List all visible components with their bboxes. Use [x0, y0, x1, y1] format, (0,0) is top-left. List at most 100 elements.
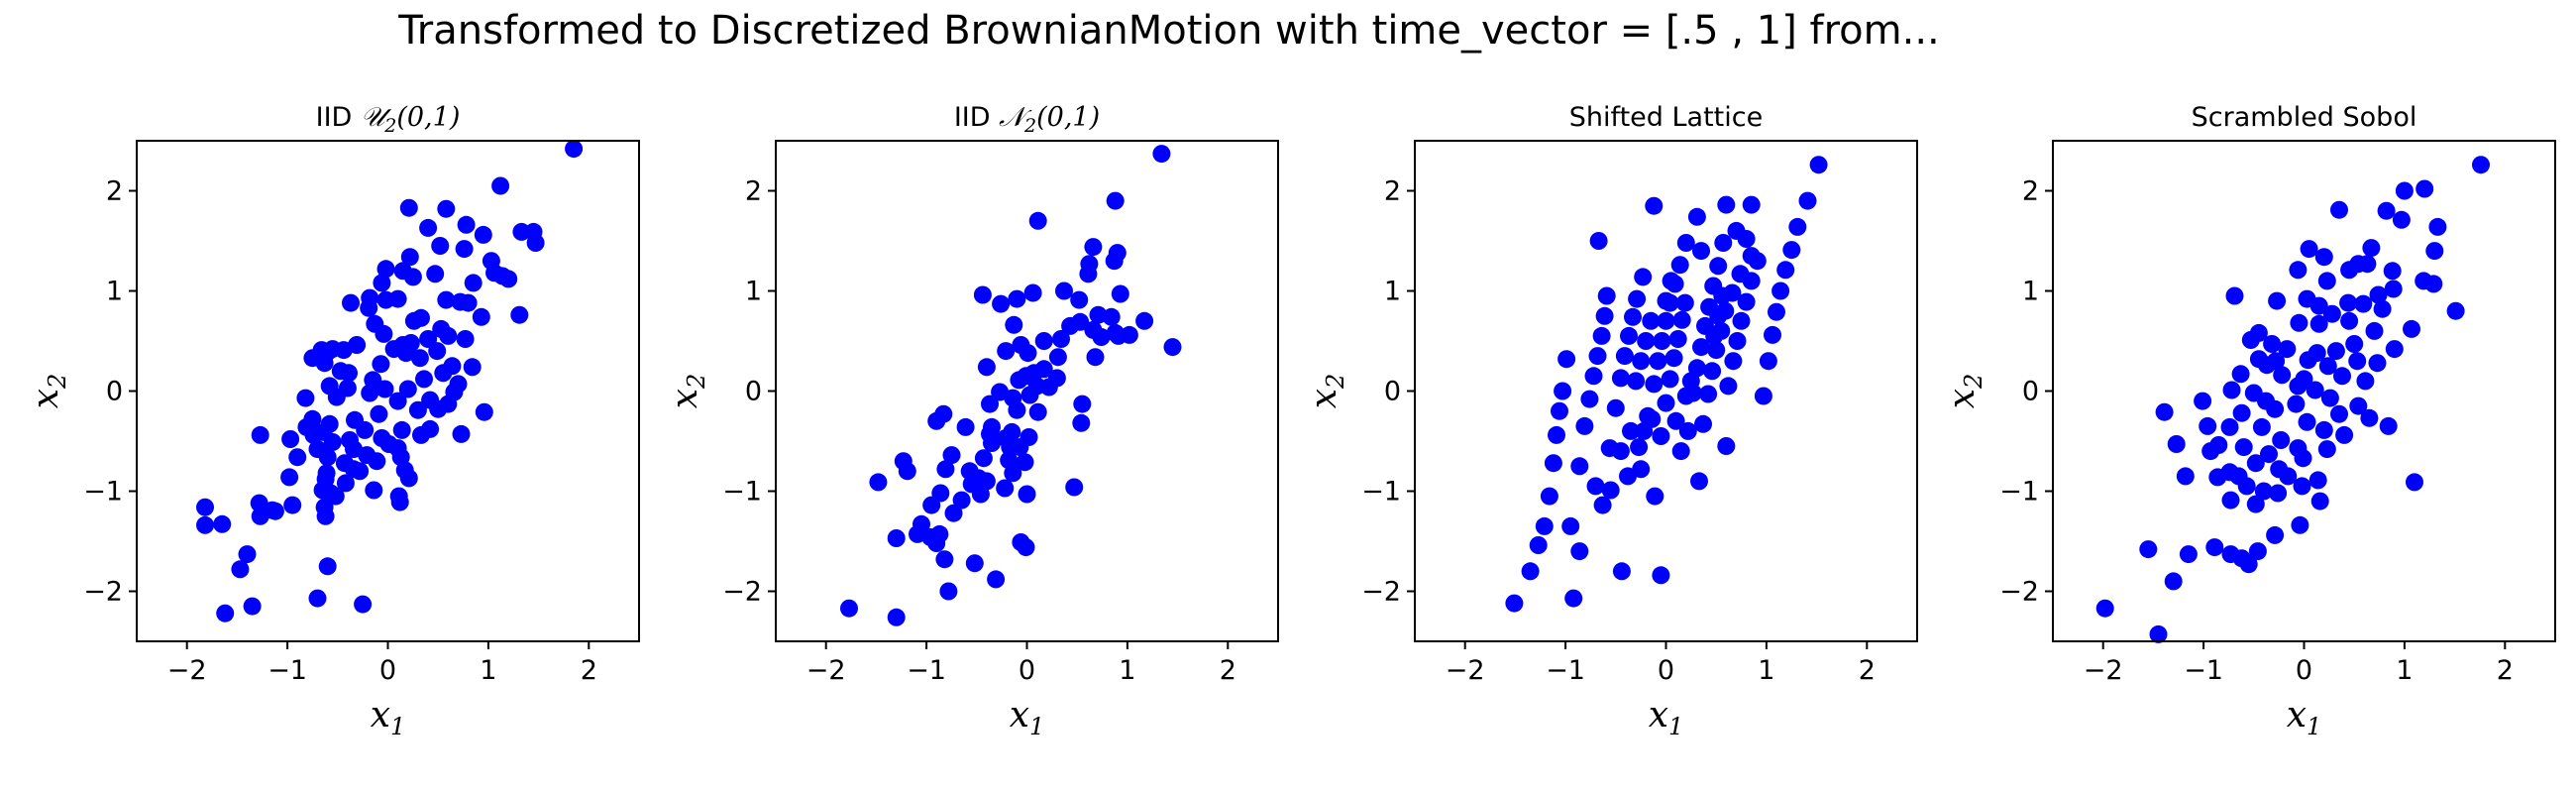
scatter-points — [2095, 156, 2490, 643]
scatter-point — [2349, 396, 2368, 415]
scatter-point — [2231, 365, 2250, 384]
scatter-point — [1676, 387, 1695, 405]
scatter-point — [1657, 394, 1675, 412]
y-tick-label: −2 — [722, 577, 762, 608]
scatter-point — [1622, 421, 1640, 440]
scatter-point — [1102, 307, 1121, 326]
scatter-point — [1570, 457, 1589, 476]
scatter-point — [2221, 491, 2240, 510]
scatter-point — [1597, 286, 1616, 305]
scatter-point — [1657, 291, 1675, 310]
scatter-point — [1727, 221, 1746, 240]
y-tick-label: 2 — [1384, 176, 1401, 207]
scatter-point — [388, 392, 407, 410]
scatter-point — [1642, 311, 1661, 330]
scatter-point — [399, 198, 418, 217]
scatter-point — [1634, 268, 1653, 286]
scatter-point — [2139, 540, 2158, 559]
scatter-point — [2246, 495, 2265, 513]
scatter-point — [2424, 275, 2443, 293]
x-tick-label: −1 — [268, 655, 307, 686]
scatter-point — [1628, 289, 1647, 308]
scatter-point — [213, 514, 232, 533]
scatter-point — [1544, 454, 1562, 473]
x-tick-label: 1 — [480, 655, 496, 686]
scatter-point — [971, 485, 990, 504]
scatter-point — [375, 324, 393, 343]
scatter-point — [452, 424, 471, 443]
scatter-point — [2258, 356, 2276, 375]
scatter-point — [419, 218, 438, 237]
scatter-point — [1764, 325, 1781, 344]
scatter-point — [280, 468, 299, 487]
scatter-point — [952, 491, 971, 510]
scatter-point — [1016, 453, 1034, 472]
scatter-point — [2472, 156, 2490, 174]
scatter-point — [415, 370, 433, 389]
scatter-point — [1662, 272, 1680, 290]
scatter-point — [2345, 335, 2364, 353]
scatter-point — [1561, 516, 1580, 535]
scatter-point — [464, 274, 483, 292]
panel-title-dimension: 2 — [383, 115, 396, 137]
scatter-point — [1061, 316, 1080, 335]
y-axis-label: x2 — [26, 374, 71, 409]
scatter-point — [2358, 255, 2377, 274]
scatter-point — [927, 534, 946, 552]
scatter-point — [1557, 350, 1576, 369]
scatter-point — [1070, 290, 1089, 309]
scatter-point — [1163, 338, 1182, 357]
scatter-point — [887, 529, 906, 547]
x-tick-label: 0 — [379, 655, 396, 686]
scatter-point — [1593, 496, 1612, 514]
scatter-point — [361, 384, 379, 402]
scatter-point — [1627, 372, 1646, 391]
x-tick-label: −2 — [2084, 655, 2123, 686]
y-tick-label: 1 — [1384, 277, 1401, 307]
scatter-point — [1661, 370, 1679, 389]
y-axis-label-main: x — [1942, 389, 1983, 408]
scatter-point — [2354, 294, 2373, 313]
scatter-point — [1615, 347, 1634, 366]
panel-title: Scrambled Sobol — [2192, 102, 2417, 133]
y-tick-label: 0 — [106, 377, 123, 407]
scatter-point — [315, 354, 334, 373]
scatter-point — [2252, 417, 2271, 436]
x-axis-label-main: x — [371, 695, 390, 736]
scatter-point — [1105, 252, 1124, 271]
scatter-point — [399, 469, 418, 488]
scatter-point — [1079, 265, 1098, 283]
x-axis-label: x1 — [1010, 695, 1045, 740]
scatter-point — [376, 380, 394, 398]
scatter-point — [428, 342, 447, 361]
scatter-point — [1575, 416, 1594, 435]
scatter-point — [2266, 525, 2285, 544]
scatter-point — [404, 311, 423, 330]
scatter-point — [1019, 344, 1037, 363]
scatter-point — [1707, 341, 1726, 360]
scatter-point — [196, 498, 214, 516]
scatter-point — [340, 364, 358, 383]
scatter-point — [1709, 306, 1728, 325]
scatter-point — [1643, 409, 1662, 428]
scatter-point — [2201, 442, 2220, 461]
scatter-point — [1652, 427, 1670, 445]
scatter-point — [974, 449, 993, 468]
scatter-point — [1678, 421, 1697, 440]
scatter-point — [455, 240, 474, 259]
scatter-point — [472, 307, 490, 326]
scatter-point — [944, 504, 963, 522]
scatter-point — [1646, 487, 1664, 506]
scatter-point — [348, 336, 367, 354]
scatter-point — [434, 364, 453, 383]
scatter-point — [1023, 283, 1042, 302]
scatter-point — [1120, 325, 1138, 344]
scatter-point — [2248, 542, 2267, 561]
scatter-point — [2234, 438, 2253, 457]
x-tick-label: −1 — [2184, 655, 2223, 686]
scatter-point — [474, 225, 492, 244]
scatter-point — [318, 448, 337, 467]
